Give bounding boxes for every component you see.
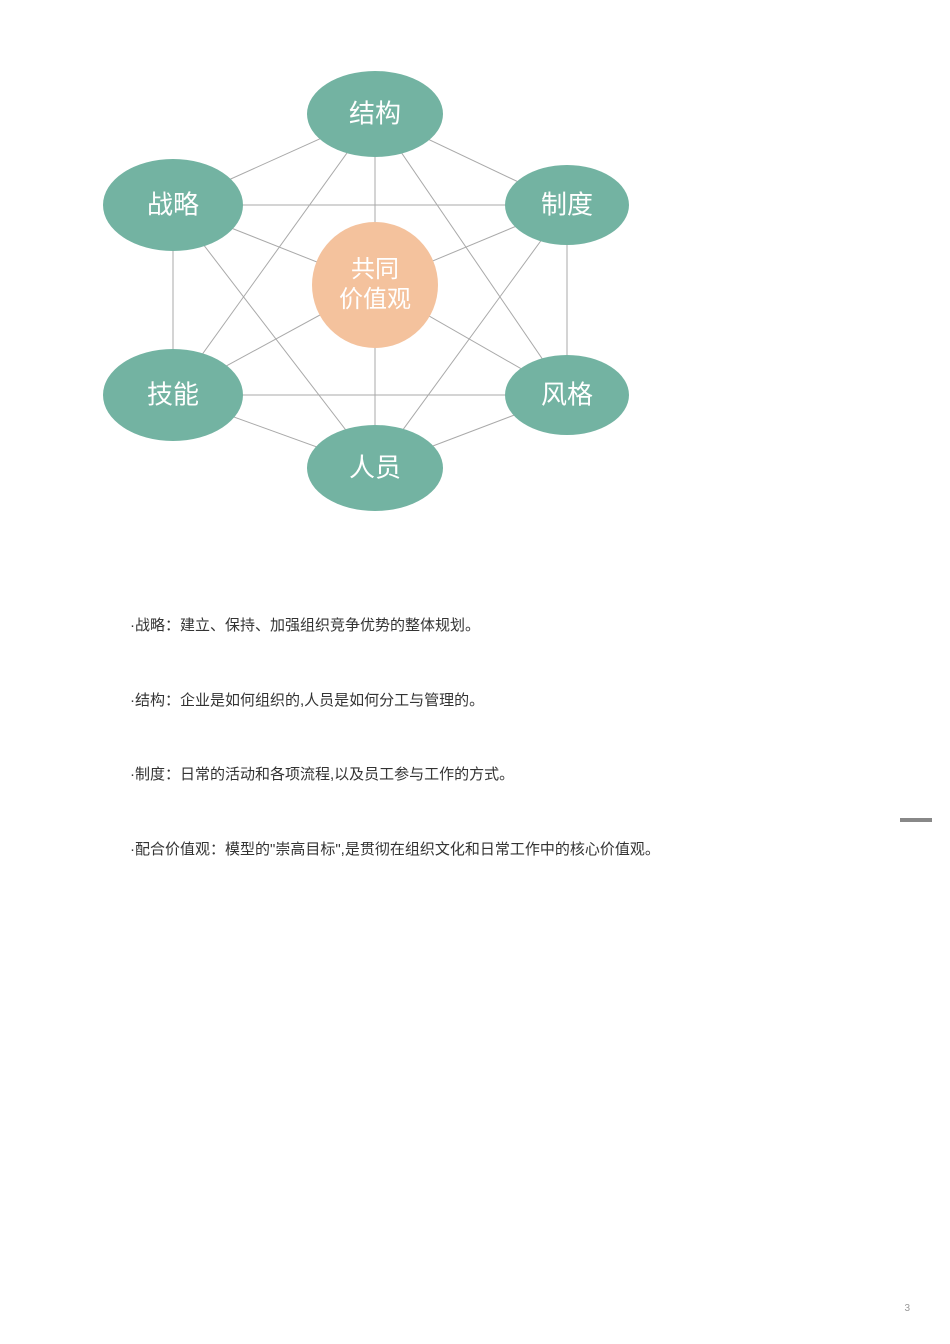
diagram-svg: 共同价值观 结构战略 制度技能 风格人员 xyxy=(85,50,665,520)
page-number: 3 xyxy=(904,1303,910,1314)
node-label-strategy: 战略 xyxy=(147,191,199,220)
bullet-item: ·制度：日常的活动和各项流程,以及员工参与工作的方式。 xyxy=(130,764,710,787)
node-label-staff: 人员 xyxy=(349,454,401,483)
node-label-skills: 技能 xyxy=(147,381,199,410)
center-label-line2: 价值观 xyxy=(339,286,411,313)
bullet-item: ·战略：建立、保持、加强组织竞争优势的整体规划。 xyxy=(130,615,710,638)
center-label-line1: 共同 xyxy=(351,256,399,283)
bullet-item: ·配合价值观：模型的"崇高目标",是贯彻在组织文化和日常工作中的核心价值观。 xyxy=(130,839,710,862)
mckinsey-7s-diagram: 共同价值观 结构战略 制度技能 风格人员 xyxy=(85,50,665,520)
node-label-systems: 制度 xyxy=(541,191,593,220)
center-node xyxy=(312,222,438,348)
node-label-structure: 结构 xyxy=(349,100,401,129)
side-mark xyxy=(900,818,932,822)
node-label-style: 风格 xyxy=(541,381,593,410)
nodes-group: 共同价值观 结构战略 制度技能 风格人员 xyxy=(103,71,629,511)
bullet-list: ·战略：建立、保持、加强组织竞争优势的整体规划。 ·结构：企业是如何组织的,人员是… xyxy=(130,615,710,913)
bullet-item: ·结构：企业是如何组织的,人员是如何分工与管理的。 xyxy=(130,690,710,713)
